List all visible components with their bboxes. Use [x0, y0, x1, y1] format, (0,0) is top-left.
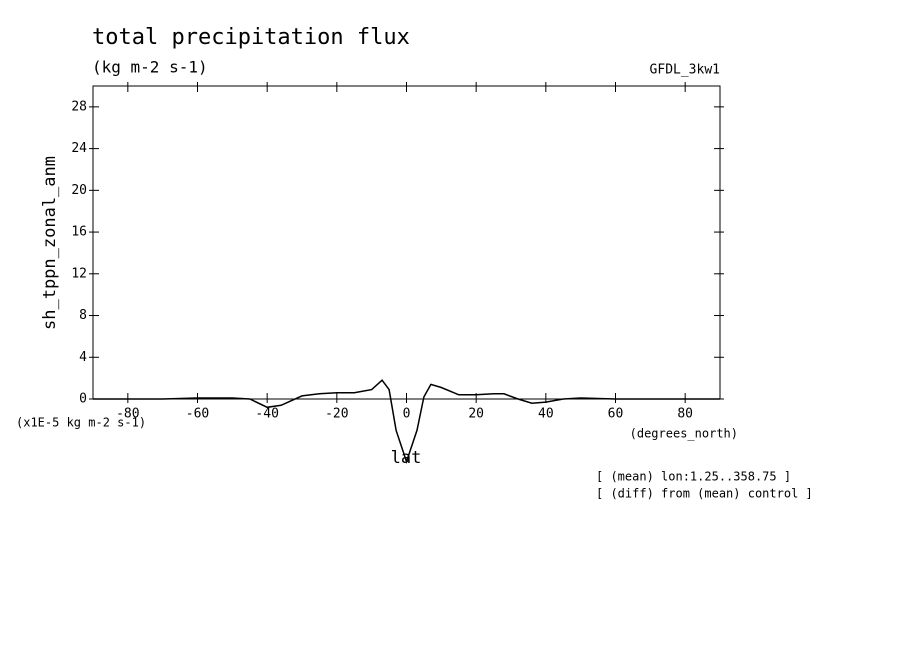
x-tick-label: -40 — [255, 407, 278, 422]
y-tick-label: 16 — [71, 225, 87, 240]
x-tick-label: -80 — [116, 407, 139, 422]
chart-subtitle: (kg m-2 s-1) — [92, 58, 208, 77]
x-units: (degrees_north) — [630, 427, 738, 441]
y-tick-label: 20 — [71, 183, 87, 198]
y-tick-label: 12 — [71, 266, 87, 281]
annotation: [ (mean) lon:1.25..358.75 ] — [596, 470, 791, 484]
x-tick-label: 0 — [403, 407, 411, 422]
x-tick-label: -20 — [325, 407, 348, 422]
data-line — [93, 379, 720, 464]
y-tick-label: 24 — [71, 141, 87, 156]
x-tick-label: 20 — [468, 407, 484, 422]
x-tick-label: 80 — [677, 407, 693, 422]
y-tick-label: 8 — [79, 308, 87, 323]
x-tick-label: 60 — [608, 407, 624, 422]
annotation: [ (diff) from (mean) control ] — [596, 487, 813, 501]
y-tick-label: 4 — [79, 350, 87, 365]
y-tick-label: 0 — [79, 392, 87, 407]
x-tick-label: -60 — [186, 407, 209, 422]
chart-title: total precipitation flux — [92, 25, 410, 50]
y-units: (x1E-5 kg m-2 s-1) — [16, 416, 146, 430]
y-axis-label: sh_tppn_zonal_anm — [40, 156, 60, 330]
y-tick-label: 28 — [71, 99, 87, 114]
plot-frame — [92, 85, 721, 400]
x-tick-label: 40 — [538, 407, 554, 422]
dataset-label: GFDL_3kw1 — [650, 63, 720, 78]
